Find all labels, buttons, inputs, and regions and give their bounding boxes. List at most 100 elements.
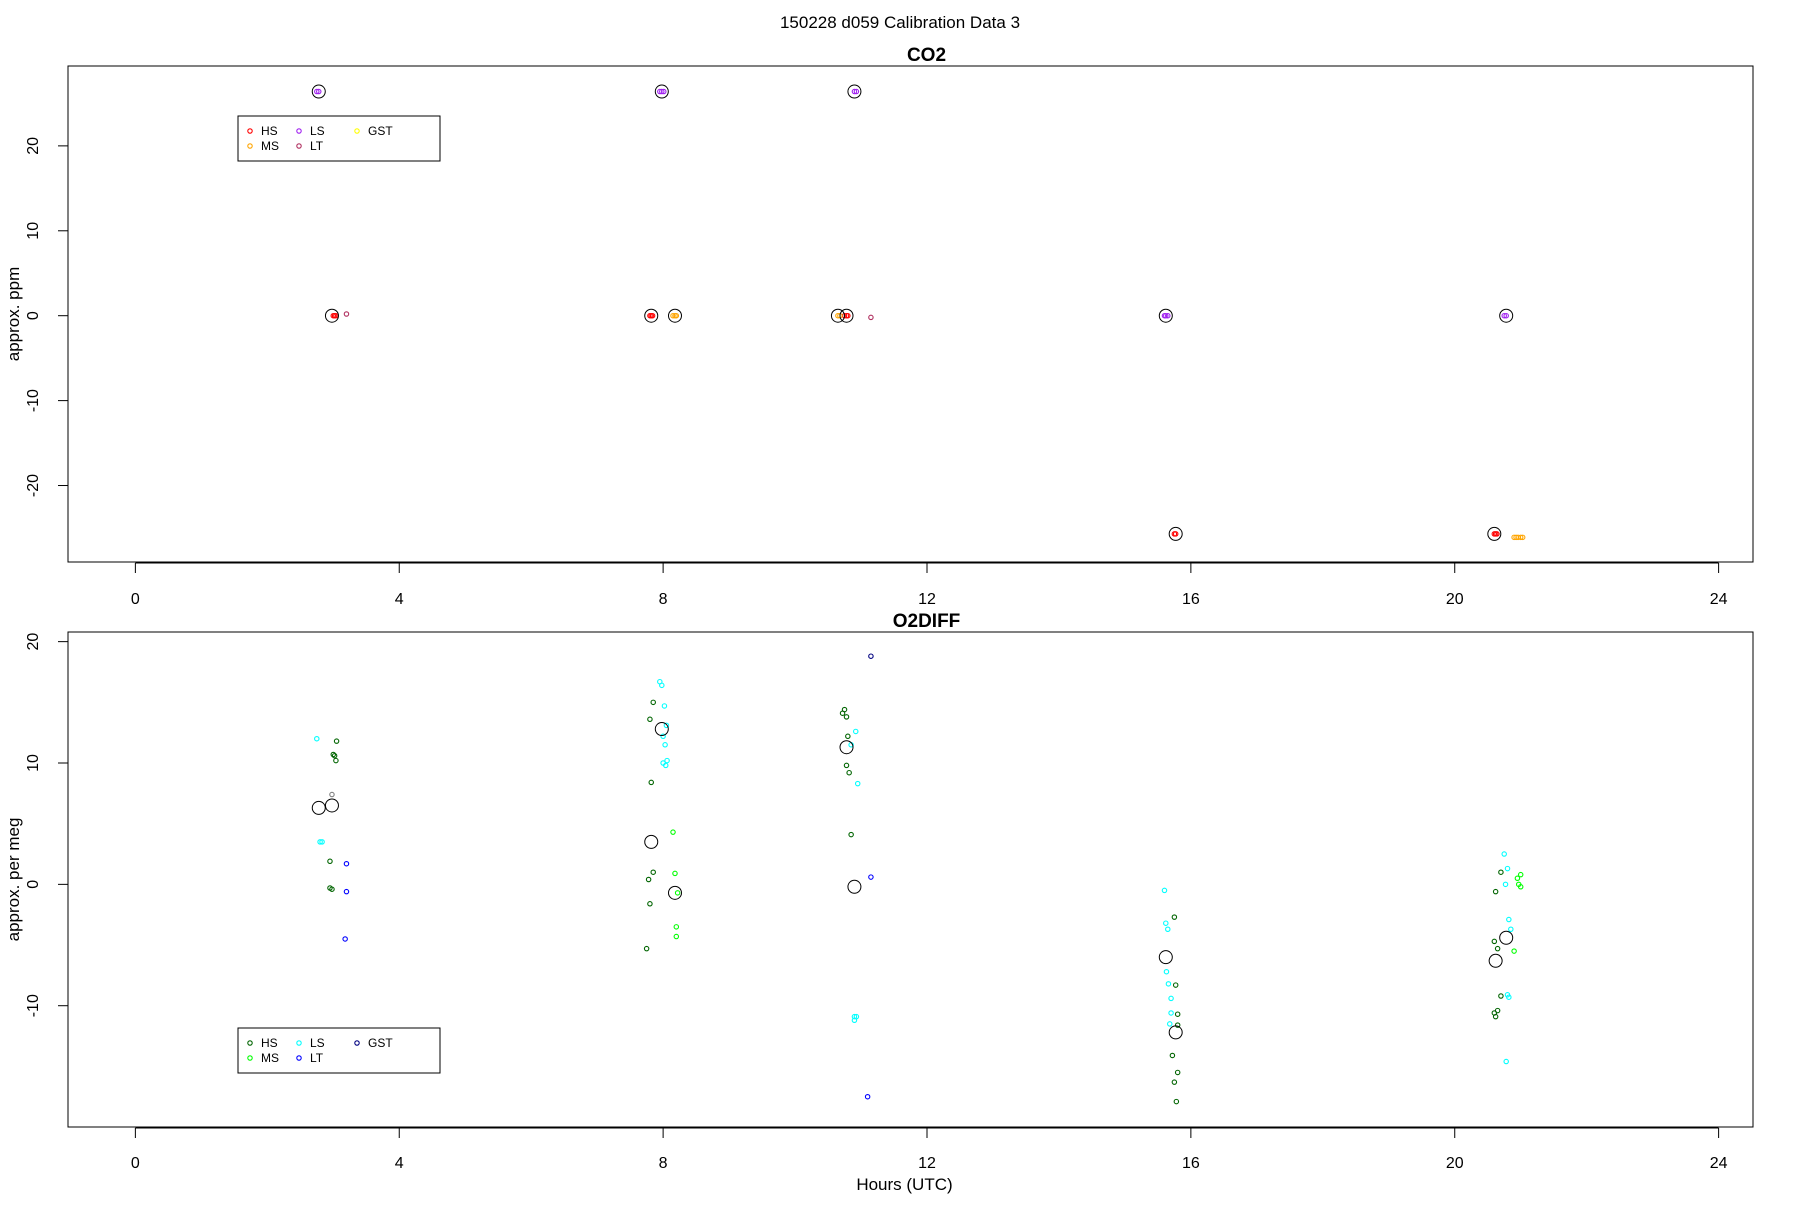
point-hs [1498,993,1504,999]
y-tick-label: 0 [25,311,42,320]
legend-label: LT [310,1051,324,1065]
point-hs [848,831,854,838]
point-ls [1168,995,1174,1002]
point-hs [1498,869,1504,875]
mean-point [1158,950,1173,965]
point-ls [314,88,320,95]
point-hs [650,869,656,875]
point-ms [670,829,676,835]
point-hs [843,762,850,769]
point-hs [1174,1069,1181,1076]
point-hs [648,779,654,786]
y-tick-label: -10 [25,994,42,1017]
point-lt [343,860,350,867]
point-lt [864,1093,871,1100]
point-hs [839,710,846,716]
point-hs [1494,531,1500,537]
point-hs [1494,1007,1501,1014]
data-points [311,653,1524,1105]
point-ls [1504,865,1511,872]
legend-marker [247,143,253,149]
point-ls [1504,992,1511,998]
point-hs [846,769,852,776]
point-lt [868,874,874,880]
point-hs [1174,1011,1181,1017]
point-ls [1163,312,1169,319]
panel-title: O2DIFF [893,611,961,632]
point-ls [663,722,670,729]
mean-point [1168,1025,1183,1040]
legend-label: LS [310,124,325,138]
point-ls [853,88,860,95]
x-tick-label: 8 [659,591,668,608]
point-ls [1503,1058,1509,1065]
point-ls [659,682,665,689]
legend-box [237,115,441,162]
legend-label: GST [368,1036,393,1050]
y-axis-label: approx. per meg [4,818,23,942]
point-hs [331,752,338,759]
mean-point [1499,930,1514,945]
mean-point [1488,953,1503,968]
point-hs [1492,1013,1499,1020]
point-hs [1171,1079,1178,1085]
mean-point [1168,526,1183,541]
point-ls [851,88,858,95]
figure-title: 150228 d059 Calibration Data 3 [780,13,1020,32]
point-ls [317,839,323,845]
point-lt-extra [329,791,335,798]
x-tick-label: 0 [131,1155,140,1172]
point-ms [672,870,678,877]
point-ms [673,312,680,319]
point-ls [1506,916,1512,923]
point-hs [1172,531,1179,537]
point-gst [868,653,874,659]
point-hs [333,757,339,764]
y-tick-label: 10 [25,754,42,772]
point-hs [643,945,650,952]
point-hs [330,751,337,758]
mean-point [1487,526,1502,541]
point-ls [1168,1010,1174,1016]
point-hs [645,876,652,883]
point-lt [342,936,348,942]
mean-point [847,879,862,894]
x-axis: 0 4 8 12 16 20 24 [131,1127,1728,1172]
point-ms [1514,875,1521,882]
point-ls [659,88,665,95]
point-ls [1508,926,1514,933]
point-ls [852,728,859,735]
mean-point [654,84,669,99]
point-hs [1171,914,1178,920]
point-ls [1163,920,1169,926]
point-ms [673,924,680,930]
point-ms [1517,534,1524,541]
point-hs [1491,938,1498,945]
point-ms [1517,871,1524,878]
legend-marker [296,1040,302,1046]
point-ls [661,88,667,95]
point-hs [650,699,656,706]
point-hs [1492,888,1499,895]
point-ls [854,780,861,787]
point-hs [1494,945,1501,952]
point-ls [316,88,322,95]
point-lt [343,311,350,317]
legend-marker [354,1040,360,1046]
point-hs [647,901,653,907]
mean-point [324,308,339,323]
point-ms [673,933,680,940]
y-tick-label: 10 [25,222,42,240]
point-ls [1502,881,1509,888]
x-axis-label: Hours (UTC) [856,1175,952,1194]
point-ms [674,890,681,896]
point-hs [647,716,653,723]
x-tick-label: 12 [918,1155,936,1172]
point-hs [845,733,851,740]
mean-point [667,885,682,900]
point-ls [853,1013,860,1020]
legend-marker [296,1055,302,1061]
point-ls [663,762,669,769]
